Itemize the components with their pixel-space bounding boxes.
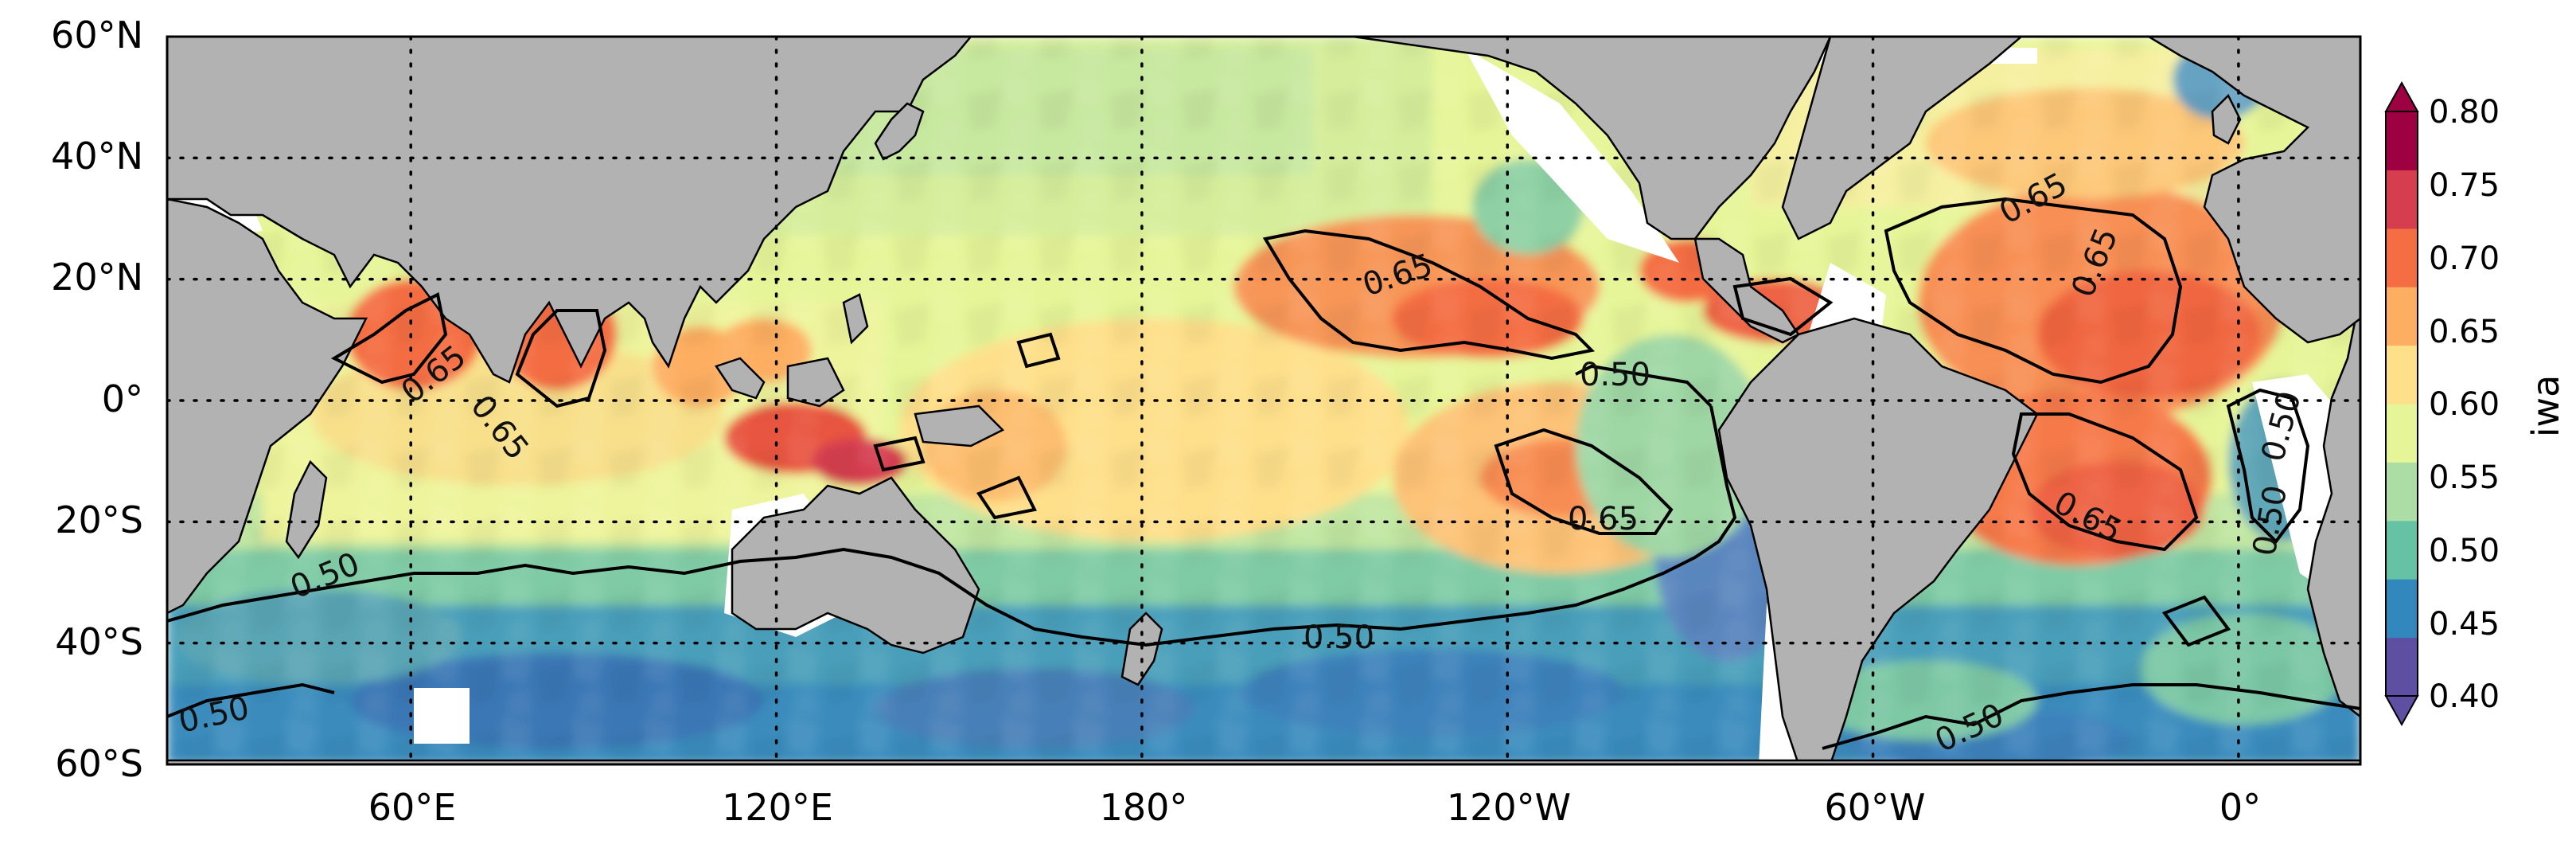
lat-tick-label: 40°S (55, 620, 143, 663)
contour-065-se-pacific (1494, 428, 1674, 535)
contour-label: 0.50 (1580, 357, 1650, 393)
lon-tick-label: 180° (1100, 786, 1188, 829)
land-australia (731, 476, 980, 655)
colorbar-tick-labels: 0.80 0.75 0.70 0.65 0.60 0.55 0.50 0.45 … (2429, 94, 2500, 715)
lon-tick-label: 120°E (722, 786, 833, 829)
colorbar-segments (2386, 111, 2418, 697)
colorbar-segment (2386, 345, 2418, 404)
land-madagascar (285, 459, 328, 560)
contour-065-bengal (515, 309, 607, 408)
land-masses (167, 37, 2360, 764)
colorbar-frame (2385, 111, 2418, 697)
land-new-guinea (914, 404, 1005, 447)
contour-065-arabian (330, 292, 448, 385)
longitude-tick-labels: 60°E 120°E 180° 120°W 60°W 0° (368, 786, 2261, 829)
lat-tick-label: 0° (102, 377, 143, 420)
contour-small-5 (873, 436, 926, 472)
contour-050-south-atlantic (1822, 683, 2360, 750)
colorbar-segment (2386, 579, 2418, 639)
map-frame (166, 35, 2362, 766)
contour-050-east-pacific (1575, 364, 1713, 408)
colorbar-tick-label: 0.80 (2429, 94, 2500, 131)
colorbar-label: iwa (2524, 375, 2567, 438)
land-africa-west (2306, 317, 2360, 718)
lon-tick-label: 60°W (1824, 786, 1925, 829)
contour-small-4 (2161, 595, 2231, 647)
colorbar: 0.80 0.75 0.70 0.65 0.60 0.55 0.50 0.45 … (2384, 80, 2567, 727)
land-philippines (842, 293, 869, 345)
land-canada-east (1781, 37, 2023, 240)
colorbar-segment (2386, 637, 2418, 697)
latitude-tick-labels: 60°N 40°N 20°N 0° 20°S 40°S 60°S (51, 14, 143, 785)
contour-label: 0.50 (1304, 619, 1374, 656)
colorbar-segment (2386, 404, 2418, 463)
lon-tick-label: 0° (2219, 786, 2261, 829)
colorbar-segment (2386, 170, 2418, 229)
colorbar-tick-label: 0.55 (2429, 459, 2500, 496)
colorbar-segment (2386, 111, 2418, 170)
contour-065-central-pacific (1262, 229, 1596, 361)
contour-065-south-atlantic (2011, 412, 2199, 552)
colorbar-tick-label: 0.40 (2429, 678, 2500, 715)
contour-small-3 (1732, 276, 1834, 337)
colorbar-segment (2386, 520, 2418, 580)
contour-lines (167, 197, 2360, 750)
land-north-america (1352, 37, 1832, 240)
colorbar-segment (2386, 228, 2418, 287)
contour-065-north-atlantic (1884, 197, 2183, 385)
land-eurasia (167, 37, 972, 384)
lon-tick-label: 120°W (1447, 786, 1571, 829)
colorbar-tick-label: 0.45 (2429, 606, 2500, 643)
contour-small-1 (1016, 332, 1061, 369)
contour-labels: 0.65 0.65 0.65 0.50 0.65 0.50 0.50 0.50 … (176, 166, 2309, 760)
lat-tick-label: 20°S (55, 498, 143, 541)
lon-tick-label: 60°E (368, 786, 457, 829)
colorbar-tick-label: 0.75 (2429, 167, 2500, 204)
map-gridlines (167, 37, 2360, 764)
lat-tick-label: 60°N (51, 14, 143, 57)
land-sumatra (715, 357, 766, 400)
colorbar-tick-label: 0.50 (2429, 533, 2500, 569)
contour-050-benguela (2226, 388, 2310, 545)
colorbar-tick-label: 0.65 (2429, 314, 2500, 350)
contour-small-2 (976, 475, 1037, 520)
lat-tick-label: 60°S (55, 742, 143, 785)
colorbar-tick-label: 0.70 (2429, 240, 2500, 277)
land-south-america (1717, 317, 2039, 764)
land-japan (874, 102, 925, 161)
colorbar-segment (2386, 287, 2418, 346)
colorbar-segment (2386, 462, 2418, 522)
colorbar-extend-min (2384, 695, 2419, 727)
contour-050-southern-ocean (167, 405, 1737, 647)
land-africa (167, 197, 368, 615)
colorbar-tick-label: 0.60 (2429, 386, 2500, 423)
map-area: 0.65 0.65 0.65 0.50 0.65 0.50 0.50 0.50 … (167, 37, 2360, 764)
land-uk (2211, 93, 2242, 145)
lat-tick-label: 20°N (51, 256, 143, 299)
contour-label: 0.65 (1568, 501, 1639, 537)
land-borneo (786, 357, 845, 408)
lat-tick-label: 40°N (51, 135, 143, 178)
colorbar-extend-max (2384, 80, 2419, 112)
contour-050-southwest-indian (167, 682, 335, 718)
